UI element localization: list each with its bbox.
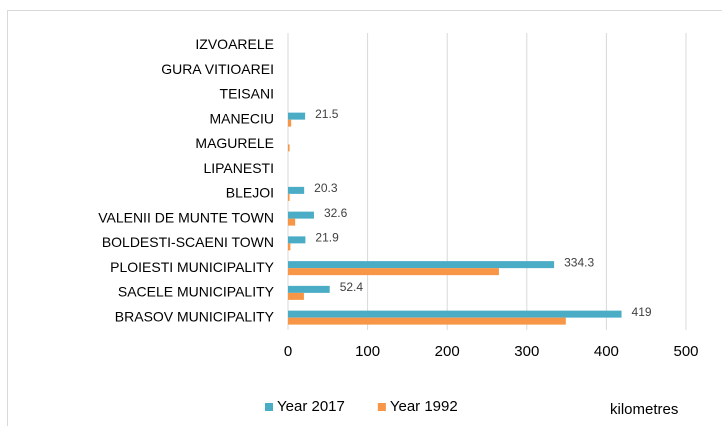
bar — [288, 211, 314, 219]
y-tick-label: MAGURELE — [195, 135, 274, 151]
data-label: 334.3 — [564, 255, 594, 269]
legend-swatch — [265, 403, 273, 411]
y-tick-label: SACELE MUNICIPALITY — [118, 284, 275, 300]
x-tick-label: 400 — [594, 343, 619, 360]
y-tick-label: BRASOV MUNICIPALITY — [115, 308, 275, 324]
y-tick-label: VALENII DE MUNTE TOWN — [98, 209, 274, 225]
data-label: 21.5 — [315, 107, 339, 121]
bar — [288, 186, 305, 194]
data-label: 32.6 — [324, 206, 348, 220]
y-tick-label: GURA VITIOAREI — [161, 61, 274, 77]
y-tick-label: BOLDESTI-SCAENI TOWN — [102, 234, 274, 250]
y-tick-label: PLOIESTI MUNICIPALITY — [110, 259, 275, 275]
y-tick-label: BLEJOI — [226, 185, 274, 201]
y-tick-label: LIPANESTI — [203, 160, 274, 176]
bar — [288, 310, 622, 318]
x-axis-label: kilometres — [610, 401, 678, 418]
legend-swatch — [377, 403, 386, 411]
y-tick-label: MANECIU — [209, 110, 274, 126]
bar — [288, 218, 296, 226]
bar — [288, 112, 306, 120]
bar — [288, 317, 566, 325]
bar — [288, 193, 290, 201]
x-tick-label: 300 — [514, 343, 539, 360]
bar — [288, 119, 292, 127]
y-tick-label: TEISANI — [220, 86, 274, 102]
data-label: 419 — [632, 305, 652, 319]
y-tick-label: IZVOARELE — [195, 36, 274, 52]
bar — [288, 243, 291, 251]
chart-frame — [7, 10, 722, 426]
x-tick-label: 0 — [284, 343, 292, 360]
bar — [288, 144, 290, 152]
bar — [288, 236, 306, 244]
bar — [288, 285, 330, 293]
data-label: 21.9 — [315, 231, 339, 245]
data-label: 20.3 — [314, 181, 338, 195]
data-label: 52.4 — [340, 280, 364, 294]
bar — [288, 292, 304, 300]
bar — [288, 261, 555, 269]
bar — [288, 268, 499, 276]
legend-label: Year 1992 — [390, 398, 458, 415]
x-tick-label: 100 — [355, 343, 380, 360]
x-tick-label: 500 — [673, 343, 698, 360]
legend-label: Year 2017 — [277, 398, 345, 415]
x-tick-label: 200 — [435, 343, 460, 360]
